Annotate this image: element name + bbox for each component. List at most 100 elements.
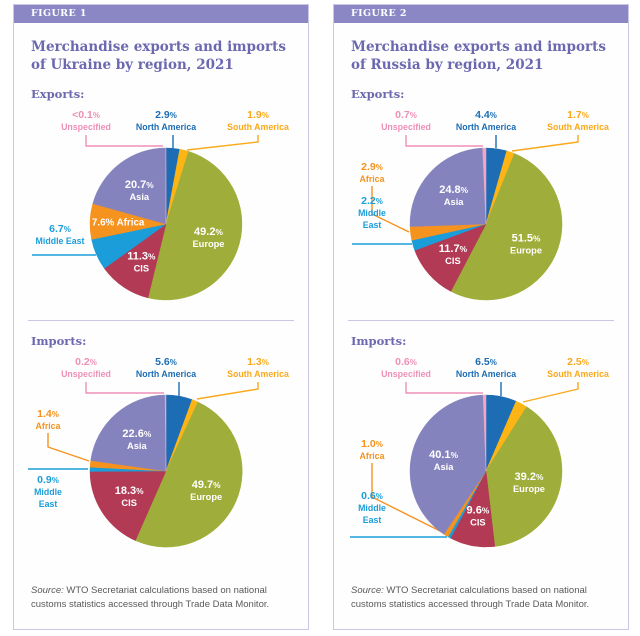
leader-line-africa	[371, 186, 410, 233]
pie-slice-europe	[485, 406, 563, 547]
leader-line-south-america	[196, 382, 259, 400]
slice-name-north-america: North America	[456, 122, 516, 132]
slice-name-middle-east: Middle	[358, 208, 386, 218]
source-label: Source:	[351, 585, 384, 596]
slice-name-europe: Europe	[190, 492, 222, 502]
figure-2-title-line-1: Merchandise exports and imports	[351, 39, 606, 55]
figure-2-tag: FIGURE 2	[334, 5, 628, 23]
pie-slice-unspecified	[482, 147, 487, 225]
pie-chart-ukraine-imports: 5.6% North America 1.3% South America 49.7% E…	[14, 349, 308, 562]
slice-name-middle-east: East	[363, 220, 382, 230]
slice-name-africa: Africa	[360, 451, 385, 461]
slice-value-middle-east: 2.2%	[361, 195, 383, 207]
slice-name-middle-east: Middle	[358, 503, 386, 513]
ukraine-exports-heading: Exports:	[31, 87, 85, 101]
pie-chart-russia-exports: 4.4% North America 1.7% South America 51.5% E…	[334, 102, 628, 315]
slice-label-africa: 7.6% Africa	[92, 217, 145, 228]
source-text: WTO Secretariat calculations based on na…	[351, 585, 590, 610]
slice-value-north-america: 5.6%	[155, 356, 177, 368]
slice-value-europe: 49.7%	[192, 479, 221, 491]
slice-name-cis: CIS	[445, 256, 461, 266]
ukraine-imports-heading: Imports:	[31, 334, 87, 348]
figure-1-title: Merchandise exports and imports of Ukrai…	[31, 38, 292, 74]
slice-value-europe: 39.2%	[515, 471, 544, 483]
source-label: Source:	[31, 585, 64, 596]
slice-name-cis: CIS	[134, 264, 150, 274]
slice-name-europe: Europe	[513, 484, 545, 494]
pie-slice-europe	[450, 153, 563, 301]
leader-line-south-america	[511, 135, 579, 152]
slice-name-europe: Europe	[510, 245, 542, 255]
slice-value-north-america: 2.9%	[155, 109, 177, 121]
slice-value-south-america: 2.5%	[567, 356, 589, 368]
pie-svg: 2.9%North America 1.9%South America 49.2%E…	[32, 109, 289, 301]
slice-name-middle-east: East	[363, 515, 382, 525]
slice-name-unspecified: Unspecified	[61, 122, 111, 132]
figure-2-card: FIGURE 2 Merchandise exports and imports…	[333, 4, 629, 630]
slice-name-cis: CIS	[470, 517, 486, 527]
slice-value-asia: 22.6%	[122, 428, 151, 440]
slice-name-north-america: North America	[456, 369, 516, 379]
slice-name-unspecified: Unspecified	[61, 369, 111, 379]
figure-2-title-line-2: of Russia by region, 2021	[351, 57, 544, 73]
slice-name-middle-east: Middle East	[36, 236, 85, 246]
pie-slice-unspecified	[482, 394, 487, 472]
slice-name-middle-east: Middle	[34, 487, 62, 497]
figure-1-card: FIGURE 1 Merchandise exports and imports…	[13, 4, 309, 630]
leader-line-unspecified	[405, 135, 483, 147]
leader-line-africa	[47, 433, 90, 462]
slice-value-unspecified: 0.7%	[395, 109, 417, 121]
divider	[28, 320, 294, 321]
slice-name-asia: Asia	[444, 197, 464, 207]
pie-slice-cis	[89, 470, 167, 541]
slice-value-south-america: 1.3%	[247, 356, 269, 368]
pie-slice-europe	[147, 151, 243, 301]
slice-value-africa: 1.4%	[37, 408, 59, 420]
pie-slice-asia	[409, 394, 487, 535]
figure-1-source: Source: WTO Secretariat calculations bas…	[31, 584, 293, 612]
slice-name-unspecified: Unspecified	[381, 122, 431, 132]
russia-imports-heading: Imports:	[351, 334, 407, 348]
slice-value-north-america: 6.5%	[475, 356, 497, 368]
leader-line-south-america	[186, 135, 259, 151]
slice-value-cis: 18.3%	[115, 485, 144, 497]
divider	[348, 320, 614, 321]
slice-value-asia: 40.1%	[429, 449, 458, 461]
slice-value-cis: 11.3%	[127, 251, 156, 263]
figure-1-tag: FIGURE 1	[14, 5, 308, 23]
slice-name-europe: Europe	[192, 239, 224, 249]
slice-value-asia: 20.7%	[125, 179, 154, 191]
slice-name-middle-east: East	[39, 499, 58, 509]
slice-value-unspecified: 0.6%	[395, 356, 417, 368]
slice-name-asia: Asia	[434, 462, 454, 472]
leader-line-unspecified	[405, 382, 483, 394]
pie-chart-russia-imports: 6.5% North America 2.5% South America 39.2% E…	[334, 349, 628, 562]
leader-line-south-america	[522, 382, 579, 403]
figure-1-title-line-2: of Ukraine by region, 2021	[31, 57, 234, 73]
slice-name-south-america: South America	[227, 122, 289, 132]
slice-value-middle-east: 0.9%	[37, 474, 59, 486]
slice-value-africa: 2.9%	[361, 161, 383, 173]
pie-slice-unspecified	[164, 394, 167, 472]
slice-value-cis: 9.6%	[467, 504, 490, 516]
slice-value-south-america: 1.7%	[567, 109, 589, 121]
slice-value-unspecified: <0.1%	[72, 109, 100, 121]
figure-2-title: Merchandise exports and imports of Russi…	[351, 38, 612, 74]
slice-value-asia: 24.8%	[439, 184, 468, 196]
slice-name-north-america: North America	[136, 369, 196, 379]
slice-name-south-america: South America	[547, 122, 609, 132]
figure-2-source: Source: WTO Secretariat calculations bas…	[351, 584, 613, 612]
leader-line-africa	[371, 463, 443, 533]
pie-slice-europe	[135, 401, 243, 548]
slice-value-middle-east: 0.6%	[361, 490, 383, 502]
pie-slice-asia	[409, 147, 487, 227]
slice-name-north-america: North America	[136, 122, 196, 132]
leader-line-unspecified	[85, 135, 163, 147]
slice-name-south-america: South America	[227, 369, 289, 379]
slice-name-south-america: South America	[547, 369, 609, 379]
source-text: WTO Secretariat calculations based on na…	[31, 585, 270, 610]
